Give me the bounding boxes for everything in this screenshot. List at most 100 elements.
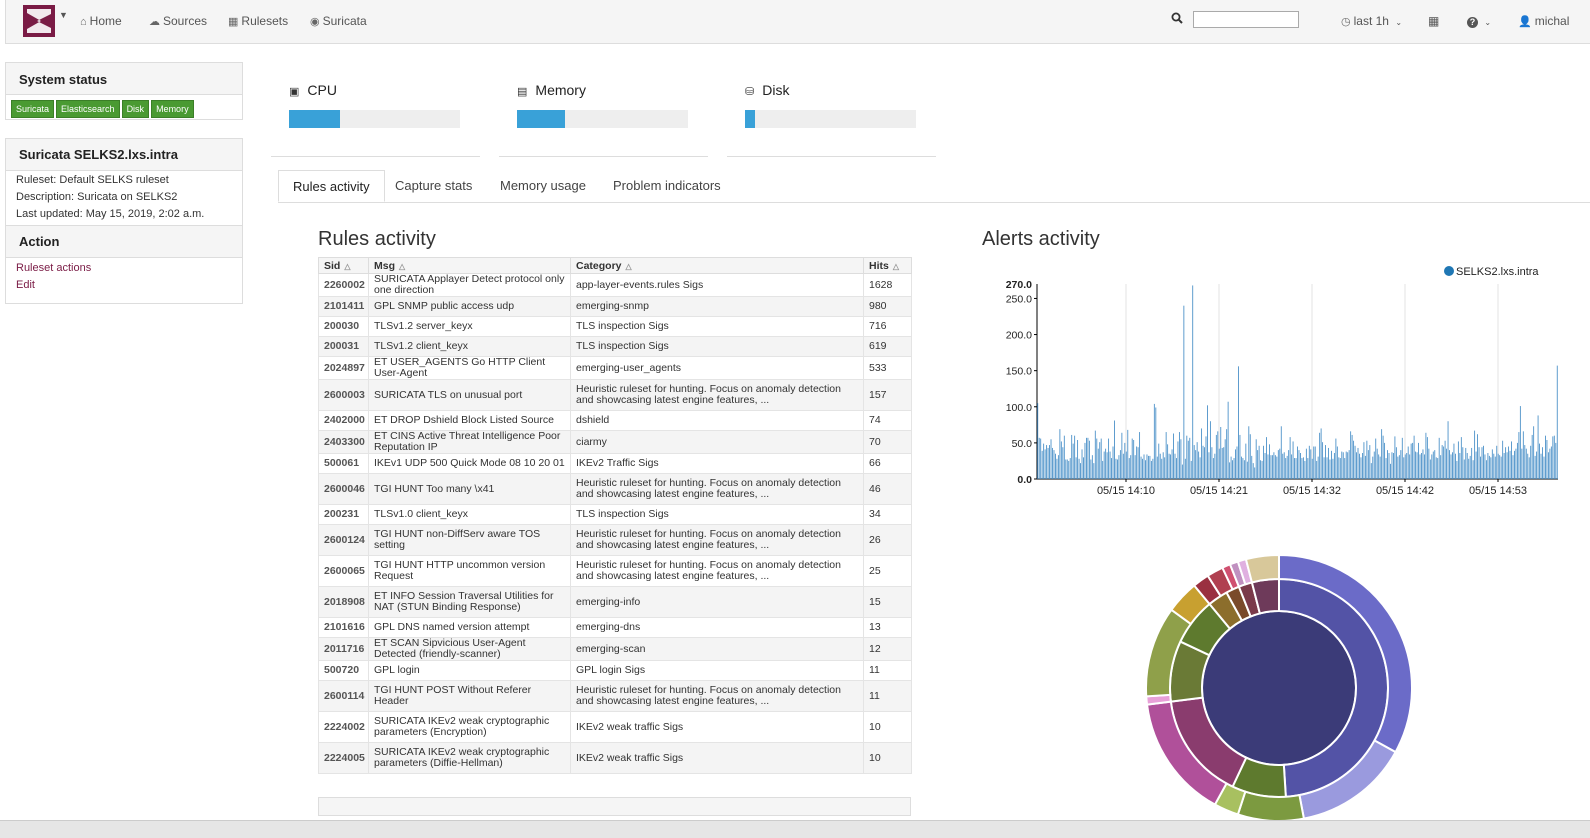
bar[interactable] xyxy=(1356,452,1357,479)
bar[interactable] xyxy=(1423,454,1425,479)
bar[interactable] xyxy=(1404,454,1406,479)
bar[interactable] xyxy=(1552,436,1554,479)
bar[interactable] xyxy=(1412,442,1414,479)
bar[interactable] xyxy=(1178,432,1180,479)
bar[interactable] xyxy=(1127,429,1129,479)
bar[interactable] xyxy=(1474,430,1476,479)
nav-suricata[interactable]: ◉ Suricata xyxy=(310,14,367,28)
bar[interactable] xyxy=(1162,452,1164,479)
table-row[interactable]: 2224002 SURICATA IKEv2 weak cryptographic… xyxy=(318,711,912,743)
bar[interactable] xyxy=(1553,435,1555,479)
time-range-dropdown[interactable]: ◷ last 1h ⌄ xyxy=(1341,14,1402,28)
bar[interactable] xyxy=(1047,447,1049,479)
bar[interactable] xyxy=(1168,453,1170,479)
bar[interactable] xyxy=(1525,448,1527,479)
bar[interactable] xyxy=(1353,440,1355,479)
edit-link[interactable]: Edit xyxy=(16,279,35,291)
bar[interactable] xyxy=(1068,460,1070,479)
bar[interactable] xyxy=(1313,446,1315,480)
bar[interactable] xyxy=(1230,456,1232,479)
bar[interactable] xyxy=(1269,444,1270,479)
bar[interactable] xyxy=(1533,426,1535,479)
search-input[interactable] xyxy=(1193,11,1299,28)
bar[interactable] xyxy=(1134,455,1136,479)
bar[interactable] xyxy=(1406,453,1408,479)
help-dropdown[interactable]: ? ⌄ xyxy=(1467,14,1491,28)
bar[interactable] xyxy=(1257,450,1259,479)
bar[interactable] xyxy=(1223,447,1225,479)
bar[interactable] xyxy=(1283,452,1285,479)
bar[interactable] xyxy=(1187,440,1189,479)
bar[interactable] xyxy=(1049,445,1050,479)
bar[interactable] xyxy=(1387,450,1388,479)
bar[interactable] xyxy=(1341,451,1343,479)
bar[interactable] xyxy=(1086,437,1087,479)
bar[interactable] xyxy=(1391,452,1393,479)
bar[interactable] xyxy=(1097,448,1099,479)
bar[interactable] xyxy=(1239,434,1241,479)
bar[interactable] xyxy=(1184,458,1186,479)
bar[interactable] xyxy=(1164,457,1166,479)
bar[interactable] xyxy=(1344,458,1346,479)
bar[interactable] xyxy=(1305,448,1307,479)
bar[interactable] xyxy=(1375,438,1377,479)
bar[interactable] xyxy=(1240,456,1242,479)
bar[interactable] xyxy=(1300,453,1301,479)
table-row[interactable]: 2101411 GPL SNMP public access udp emergin… xyxy=(318,296,912,317)
bar[interactable] xyxy=(1329,459,1331,480)
table-row[interactable]: 2024897 ET USER_AGENTS Go HTTP Client Use… xyxy=(318,356,912,380)
bar[interactable] xyxy=(1502,440,1504,479)
bar[interactable] xyxy=(1215,434,1217,479)
bar[interactable] xyxy=(1323,457,1325,479)
bar[interactable] xyxy=(1261,460,1263,479)
bar[interactable] xyxy=(1171,449,1173,479)
bar[interactable] xyxy=(1096,438,1098,479)
bar[interactable] xyxy=(1335,438,1337,479)
bar[interactable] xyxy=(1369,445,1371,479)
bar[interactable] xyxy=(1441,445,1443,479)
bar[interactable] xyxy=(1156,456,1158,479)
bar[interactable] xyxy=(1431,454,1433,479)
bar[interactable] xyxy=(1242,458,1244,479)
bar[interactable] xyxy=(1161,458,1163,479)
bar[interactable] xyxy=(1236,446,1238,480)
bar[interactable] xyxy=(1500,456,1502,479)
bar[interactable] xyxy=(1333,453,1335,479)
bar[interactable] xyxy=(1338,457,1340,479)
bar[interactable] xyxy=(1314,446,1316,480)
bar[interactable] xyxy=(1245,443,1247,479)
bar[interactable] xyxy=(1484,454,1486,479)
bar[interactable] xyxy=(1298,450,1300,479)
bar[interactable] xyxy=(1155,407,1157,480)
bar[interactable] xyxy=(1201,428,1203,479)
bar[interactable] xyxy=(1468,458,1470,479)
bar[interactable] xyxy=(1384,442,1386,479)
bar[interactable] xyxy=(1071,434,1073,479)
bar[interactable] xyxy=(1150,460,1152,479)
bar[interactable] xyxy=(1140,456,1142,479)
bar[interactable] xyxy=(1457,441,1459,479)
bar[interactable] xyxy=(1542,447,1543,479)
bar[interactable] xyxy=(1409,454,1411,479)
bar[interactable] xyxy=(1193,445,1195,479)
bar[interactable] xyxy=(1410,443,1412,479)
bar[interactable] xyxy=(1407,446,1409,480)
bar[interactable] xyxy=(1534,455,1536,479)
bar[interactable] xyxy=(1403,457,1405,479)
bar[interactable] xyxy=(1397,456,1399,479)
bar[interactable] xyxy=(1385,458,1387,479)
bar[interactable] xyxy=(1046,445,1048,479)
bar[interactable] xyxy=(1477,434,1478,479)
bar[interactable] xyxy=(1550,446,1552,480)
bar[interactable] xyxy=(1174,453,1176,479)
bar[interactable] xyxy=(1286,455,1288,479)
bar[interactable] xyxy=(1243,460,1245,479)
table-row[interactable]: 2600114 TGI HUNT POST Without Referer Hea… xyxy=(318,680,912,712)
bar[interactable] xyxy=(1083,457,1084,479)
bar[interactable] xyxy=(1378,454,1380,479)
bar[interactable] xyxy=(1103,451,1105,479)
bar[interactable] xyxy=(1456,460,1458,479)
bar[interactable] xyxy=(1478,447,1480,479)
bar[interactable] xyxy=(1453,443,1455,479)
bar[interactable] xyxy=(1186,435,1188,479)
